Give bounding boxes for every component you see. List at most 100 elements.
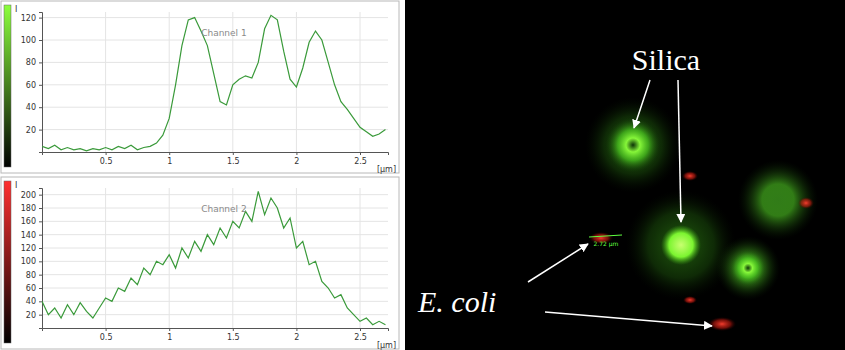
- grid: [42, 188, 388, 328]
- image-background: [405, 0, 845, 350]
- tick-label: 1: [167, 157, 172, 166]
- tick-mark: [360, 328, 361, 331]
- grid-line: [169, 12, 170, 152]
- panel-frame: [1, 177, 399, 349]
- grid-line: [42, 17, 388, 18]
- figure: 0.511.522.520406080100120Channel 1[µm]I0…: [0, 0, 845, 350]
- tick: 200: [21, 191, 42, 200]
- tick-mark: [39, 288, 42, 289]
- tick-mark: [39, 208, 42, 209]
- chart-title: Channel 2: [201, 204, 247, 214]
- micrograph: 2.72 µmSilicaE. coli: [405, 0, 845, 350]
- pointer-arrow: [545, 312, 712, 326]
- grid-line: [42, 107, 388, 108]
- grid-line: [42, 129, 388, 130]
- tick-mark: [39, 85, 42, 86]
- tick-label: 180: [21, 204, 36, 213]
- grid-line: [42, 248, 388, 249]
- color-strip: [4, 181, 11, 343]
- tick-mark: [106, 328, 107, 331]
- pointer-arrow: [678, 80, 681, 222]
- silica-particle: [716, 236, 780, 300]
- silica-label: Silica: [632, 43, 700, 76]
- grid-line: [105, 188, 106, 328]
- pointer-arrow: [634, 80, 650, 128]
- tick-label: 0.5: [100, 157, 113, 166]
- tick: 1.5: [227, 328, 240, 342]
- tick: 1.5: [227, 152, 240, 166]
- tick-label: 120: [21, 14, 36, 23]
- y-axis: 20406080100120: [21, 13, 43, 153]
- grid-line: [169, 188, 170, 328]
- axis-line: [43, 153, 389, 156]
- grid-line: [42, 62, 388, 63]
- tick-label: 20: [26, 311, 36, 320]
- plot-area: [42, 15, 385, 151]
- silica-particle: [730, 250, 766, 286]
- grid-line: [42, 301, 388, 302]
- profile-line: [42, 191, 385, 324]
- grid: [42, 12, 388, 152]
- tick: 0.5: [100, 152, 113, 166]
- tick: 2.5: [354, 328, 367, 342]
- tick-label: 0.5: [100, 333, 113, 342]
- grid-line: [42, 288, 388, 289]
- tick-label: 200: [21, 191, 36, 200]
- tick-mark: [39, 107, 42, 108]
- bacterium: [798, 197, 814, 209]
- silica-particle: [605, 117, 661, 173]
- grid-line: [360, 188, 361, 328]
- grid-line: [42, 40, 388, 41]
- pointer-arrow: [528, 244, 588, 282]
- tick-mark: [233, 152, 234, 155]
- bacterium: [708, 317, 736, 331]
- y-axis: 20406080100120140160180200: [21, 189, 43, 329]
- tick-label: 20: [26, 126, 36, 135]
- grid-line: [296, 12, 297, 152]
- x-axis-title: [µm]: [377, 341, 396, 350]
- tick-label: 2: [294, 157, 299, 166]
- axis-line: [39, 13, 43, 153]
- tick: 2: [294, 152, 299, 166]
- grid-line: [105, 12, 106, 152]
- chart-panel: 0.511.522.520406080100120Channel 1[µm]I: [1, 1, 399, 174]
- tick-label: 60: [26, 284, 36, 293]
- tick-mark: [39, 235, 42, 236]
- tick: 20: [26, 311, 42, 320]
- tick-mark: [169, 152, 170, 155]
- tick: 80: [26, 271, 42, 280]
- tick-label: 1.5: [227, 157, 240, 166]
- tick: 60: [26, 284, 42, 293]
- tick-mark: [296, 152, 297, 155]
- grid-line: [42, 194, 388, 195]
- tick-mark: [296, 328, 297, 331]
- y-axis-title: I: [15, 181, 17, 190]
- tick-mark: [39, 130, 42, 131]
- grid-line: [360, 12, 361, 152]
- tick-mark: [360, 152, 361, 155]
- grid-line: [42, 314, 388, 315]
- tick-mark: [39, 40, 42, 41]
- tick: 0.5: [100, 328, 113, 342]
- measure-line: [589, 235, 622, 237]
- tick-mark: [106, 152, 107, 155]
- tick-mark: [233, 328, 234, 331]
- tick-label: 1.5: [227, 333, 240, 342]
- tick-mark: [39, 195, 42, 196]
- x-axis: 0.511.522.5: [43, 152, 389, 166]
- tick: 1: [167, 152, 172, 166]
- tick: 120: [21, 14, 42, 23]
- grid-line: [296, 188, 297, 328]
- tick-label: 2: [294, 333, 299, 342]
- axis-line: [43, 329, 389, 332]
- tick-label: 80: [26, 58, 36, 67]
- figure-root: 0.511.522.520406080100120Channel 1[µm]I0…: [0, 0, 845, 350]
- tick-mark: [39, 62, 42, 63]
- tick-label: 140: [21, 231, 36, 240]
- tick-label: 120: [21, 244, 36, 253]
- profile-line: [42, 15, 385, 151]
- tick: 120: [21, 244, 42, 253]
- tick: 80: [26, 58, 42, 67]
- axis-line: [39, 189, 43, 329]
- tick: 2: [294, 328, 299, 342]
